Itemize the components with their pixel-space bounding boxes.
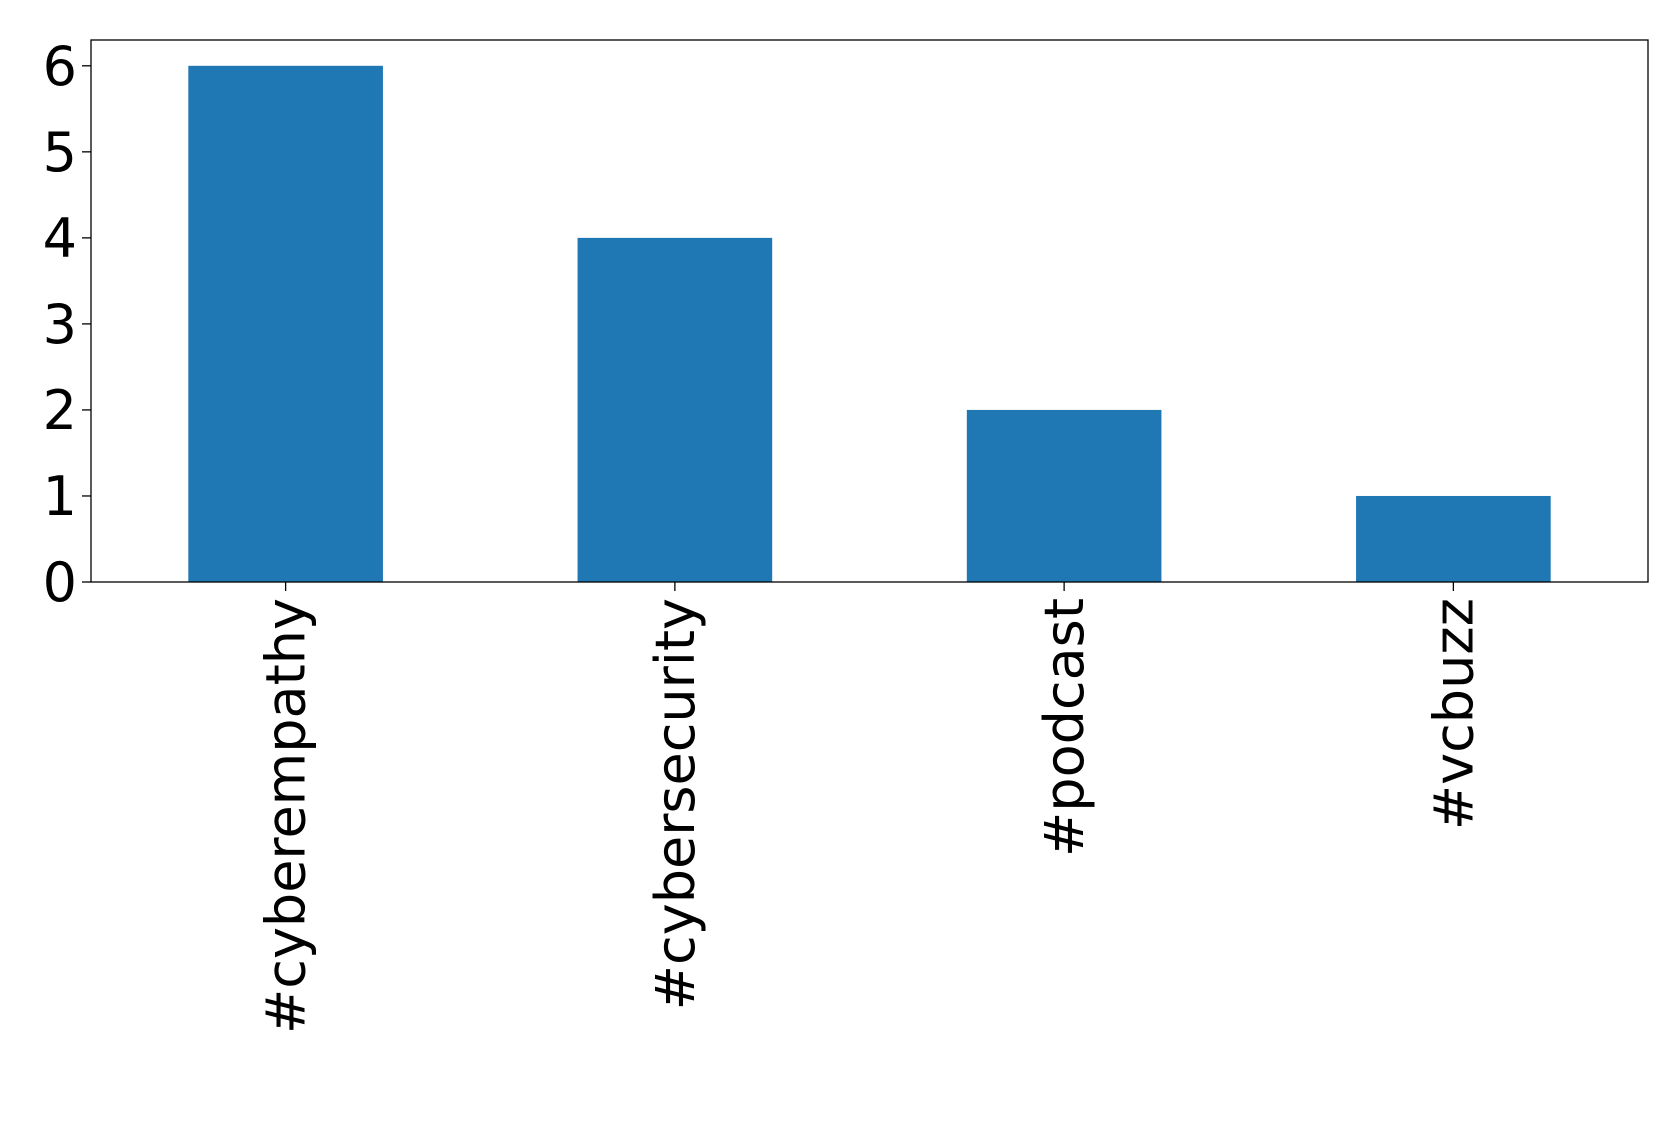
y-axis-ticks: 0 1 2 3 4 5 6 [43, 35, 91, 614]
y-tick-label: 0 [43, 551, 77, 614]
bar-cybersecurity [577, 237, 773, 582]
bars-layer [188, 65, 1551, 583]
axes-layer [90, 39, 1649, 583]
axes-frame [90, 39, 1649, 583]
x-tick-label: #podcast [1033, 598, 1096, 857]
y-tick-label: 5 [43, 121, 77, 184]
x-tick-label: #cybersecurity [644, 598, 707, 1010]
y-tick-label: 4 [43, 207, 77, 270]
y-tick-label: 1 [43, 465, 77, 528]
bar-podcast [966, 409, 1162, 582]
bar-cyberempathy [188, 65, 383, 583]
y-tick-label: 6 [43, 35, 77, 98]
y-tick-label: 2 [43, 379, 77, 442]
bar-vcbuzz [1356, 495, 1551, 582]
y-tick-label: 3 [43, 293, 77, 356]
x-axis-ticks: #cyberempathy #cybersecurity #podcast #vcbu… [255, 582, 1485, 1034]
x-tick-label: #cyberempathy [255, 598, 318, 1034]
x-tick-label: #vcbuzz [1422, 598, 1485, 830]
